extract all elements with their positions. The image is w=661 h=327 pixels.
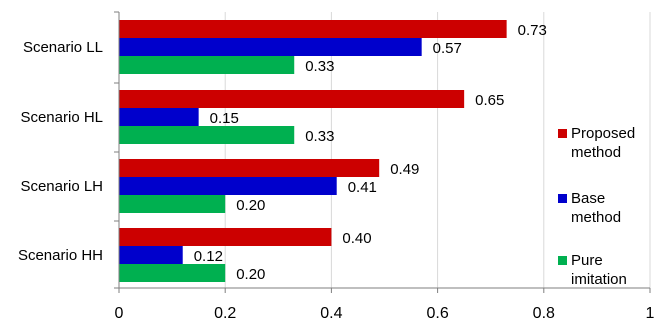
bar (119, 126, 295, 144)
data-label: 0.65 (475, 92, 504, 109)
data-label: 0.49 (390, 161, 419, 178)
bars (119, 20, 507, 282)
legend-label: Proposed (571, 125, 635, 142)
x-tick-label: 1 (646, 305, 655, 322)
bar (119, 159, 380, 177)
x-tick-label: 0.6 (426, 305, 448, 322)
legend-label: imitation (571, 271, 627, 288)
data-label: 0.41 (348, 179, 377, 196)
bar (119, 108, 199, 126)
bar (119, 38, 422, 56)
legend-label: method (571, 209, 621, 226)
bar (119, 56, 295, 74)
category-labels: Scenario LL Scenario HL Scenario LH Scenari… (18, 39, 103, 264)
bar (119, 246, 183, 264)
data-label: 0.20 (236, 197, 265, 214)
bar (119, 20, 507, 38)
bar (119, 264, 226, 282)
data-label: 0.73 (518, 22, 547, 39)
legend-label: Base (571, 190, 605, 207)
category-label: Scenario HL (20, 109, 103, 126)
x-tick-label: 0.8 (533, 305, 555, 322)
legend-swatch (558, 194, 567, 203)
legend-swatch (558, 129, 567, 138)
bar (119, 177, 337, 195)
x-tick-label: 0.4 (320, 305, 342, 322)
legend-label: Pure (571, 252, 603, 269)
data-label: 0.20 (236, 266, 265, 283)
bar (119, 90, 465, 108)
x-tick-label: 0.2 (214, 305, 236, 322)
category-label: Scenario LH (20, 178, 103, 195)
category-label: Scenario LL (23, 39, 103, 56)
data-label: 0.40 (342, 230, 371, 247)
x-tick-labels: 0 0.2 0.4 0.6 0.8 1 (115, 305, 655, 322)
bar (119, 228, 332, 246)
data-label: 0.12 (194, 248, 223, 265)
x-tick-label: 0 (115, 305, 124, 322)
category-label: Scenario HH (18, 247, 103, 264)
legend-swatch (558, 256, 567, 265)
axes (114, 11, 651, 293)
data-label: 0.15 (210, 110, 239, 127)
legend: Proposed method Base method Pure imitation (558, 125, 635, 288)
data-label: 0.57 (433, 40, 462, 57)
data-labels: 0.73 0.65 0.49 0.40 0.57 0.15 0.41 0.12 0.33 0.33… (194, 22, 547, 283)
bar (119, 195, 226, 213)
data-label: 0.33 (305, 128, 334, 145)
legend-label: method (571, 144, 621, 161)
data-label: 0.33 (305, 58, 334, 75)
